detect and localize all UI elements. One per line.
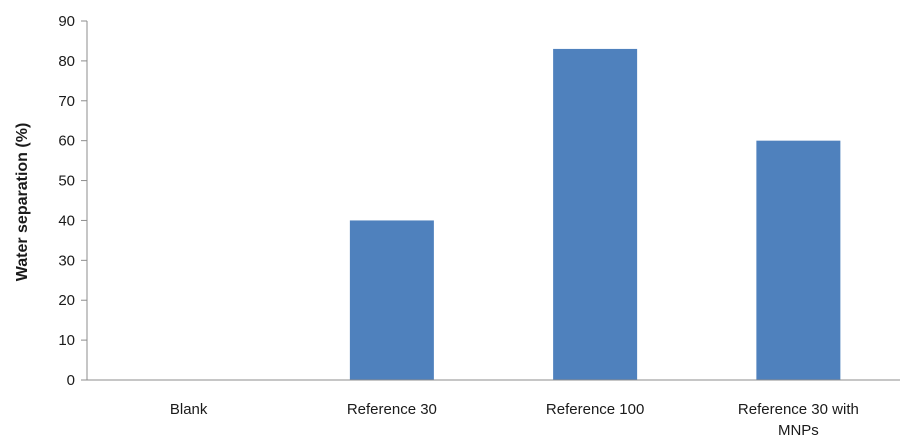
y-tick-label: 50	[58, 173, 75, 190]
x-category-label: Reference 100	[546, 401, 644, 418]
y-tick-label: 10	[58, 332, 75, 349]
y-tick-label: 40	[58, 212, 75, 229]
y-tick-label: 30	[58, 252, 75, 269]
x-category-label-line: Reference 100	[546, 401, 644, 418]
x-category-label: Reference 30	[347, 401, 437, 418]
x-category-label-line: Reference 30	[347, 401, 437, 418]
y-tick-label: 0	[67, 372, 75, 389]
bar	[349, 220, 434, 380]
y-axis-ticks: 0 10 20 30 40 50 60 70 80 90	[58, 13, 87, 389]
bars	[349, 48, 841, 381]
bar	[756, 140, 841, 380]
y-tick-label: 70	[58, 93, 75, 110]
bar	[553, 48, 638, 381]
y-tick-label: 80	[58, 53, 75, 70]
x-category-label-line: Reference 30 with	[738, 401, 859, 418]
y-axis-title: Water separation (%)	[14, 123, 31, 282]
y-tick-label: 20	[58, 292, 75, 309]
x-category-label-line: Blank	[170, 401, 208, 418]
x-category-label: Reference 30 with MNPs	[738, 401, 859, 439]
x-category-label-line: MNPs	[778, 422, 819, 439]
y-tick-label: 90	[58, 13, 75, 30]
x-category-label: Blank	[170, 401, 208, 418]
y-tick-label: 60	[58, 133, 75, 150]
x-axis-labels: Blank Reference 30 Reference 100 Reference …	[170, 401, 859, 439]
